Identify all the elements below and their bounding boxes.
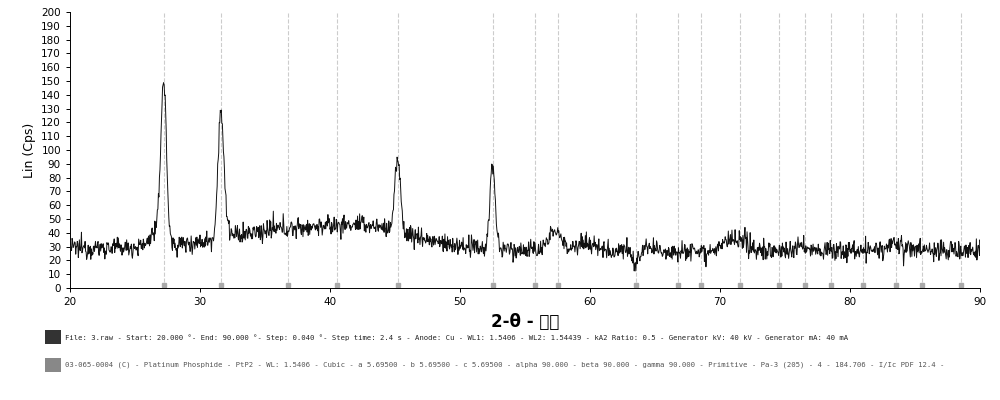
X-axis label: 2-θ - 标度: 2-θ - 标度 — [491, 312, 559, 330]
Y-axis label: Lin (Cps): Lin (Cps) — [23, 122, 36, 178]
Text: 03-065-0004 (C) - Platinum Phosphide - PtP2 - WL: 1.5406 - Cubic - a 5.69500 - b: 03-065-0004 (C) - Platinum Phosphide - P… — [65, 362, 944, 368]
Text: File: 3.raw - Start: 20.000 °- End: 90.000 °- Step: 0.040 °- Step time: 2.4 s - : File: 3.raw - Start: 20.000 °- End: 90.0… — [65, 334, 848, 341]
